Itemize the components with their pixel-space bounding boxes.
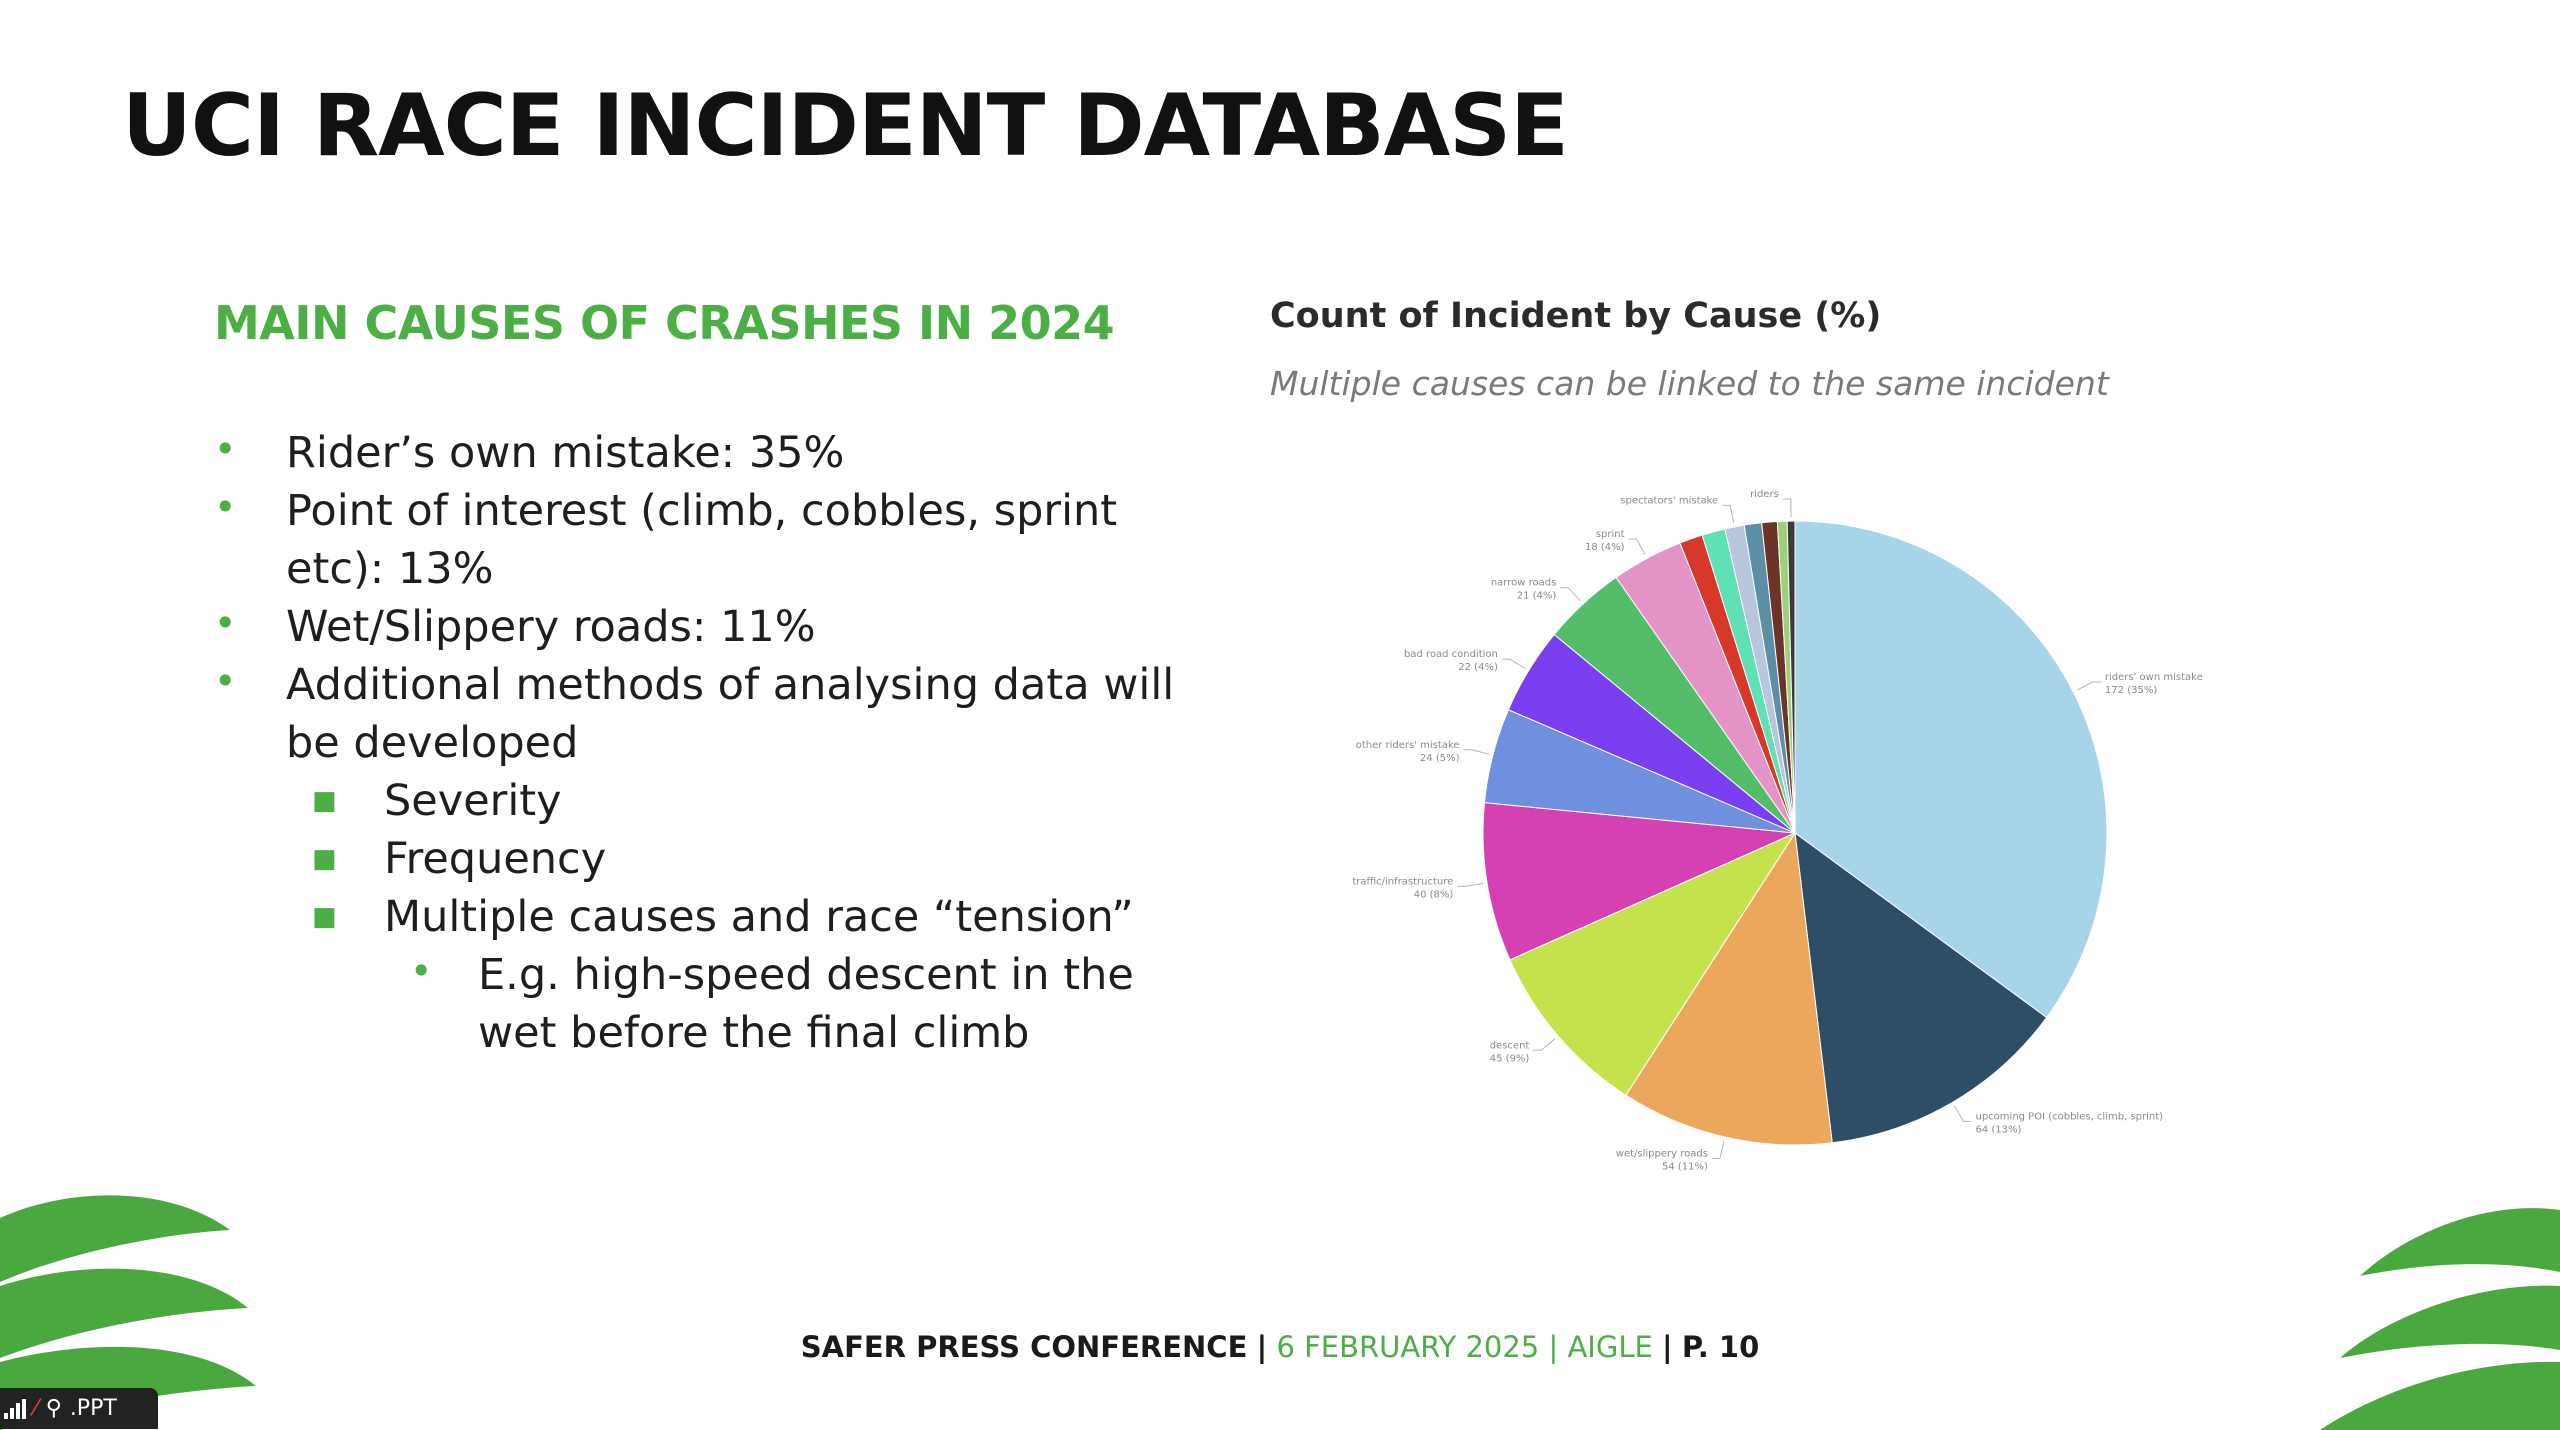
slice-value-label: 24 (5%)	[1420, 753, 1460, 764]
pie-slice	[1794, 831, 2048, 1144]
pie-chart: riders' own mistake 172 (35%) upcoming POI…	[1352, 489, 2203, 1172]
slice-label: other riders' mistake	[1356, 740, 1460, 751]
slice-value-label: 21 (4%)	[1517, 591, 1557, 602]
bullet-item: • Point of interest (climb, cobbles, spri…	[214, 482, 1224, 598]
bullet-item: • Additional methods of analysing data wi…	[214, 656, 1224, 772]
leader-line	[2076, 681, 2101, 691]
bullet-text: E.g. high-speed descent in the wet befor…	[478, 950, 1134, 1058]
leader-line	[1628, 538, 1646, 556]
slice-label: upcoming POI (cobbles, climb, sprint)	[1976, 1111, 2164, 1122]
sub-sub-bullet-item: • E.g. high-speed descent in the wet befo…	[214, 946, 1224, 1062]
slice-label: traffic/infrastructure	[1352, 876, 1453, 887]
bullet-mark: •	[214, 427, 237, 471]
bullet-mark: •	[214, 601, 237, 645]
slice-value-label: 54 (11%)	[1662, 1161, 1708, 1172]
chart-subtitle: Multiple causes can be linked to the sam…	[1270, 364, 2109, 403]
leader-line	[1722, 504, 1735, 524]
footer-date: 6 FEBRUARY 2025	[1276, 1330, 1540, 1364]
slice-value-label: 64 (13%)	[1976, 1124, 2022, 1135]
pie-slice	[1625, 831, 1833, 1146]
leader-line	[1954, 1105, 1972, 1122]
status-chip-label: .PPT	[69, 1396, 117, 1421]
leader-line	[1533, 1038, 1556, 1051]
pin-icon: ⚲	[45, 1396, 62, 1421]
leader-line	[1560, 587, 1581, 602]
bullet-mark: ■	[312, 844, 337, 874]
footer-event: SAFER PRESS CONFERENCE	[800, 1330, 1248, 1364]
bullet-mark: ■	[312, 902, 337, 932]
slice-label: riders' own mistake	[2105, 672, 2203, 683]
slice-label: sprint	[1596, 529, 1625, 540]
leader-line	[1711, 1140, 1725, 1159]
sub-bullet-item: ■ Multiple causes and race “tension”	[214, 888, 1224, 946]
slice-value-label: 22 (4%)	[1458, 662, 1498, 673]
sub-bullet-item: ■ Frequency	[214, 830, 1224, 888]
bullet-mark: ■	[312, 786, 337, 816]
bullet-mark: •	[214, 659, 237, 703]
footer-separator: |	[1662, 1330, 1673, 1364]
slice-label: descent	[1490, 1040, 1530, 1051]
bullet-item: • Wet/Slippery roads: 11%	[214, 598, 1224, 656]
no-mic-icon: ⁄	[34, 1396, 38, 1421]
status-chip[interactable]: ⁄ ⚲ .PPT	[0, 1388, 158, 1429]
footer-separator: |	[1548, 1330, 1559, 1364]
slice-label: narrow roads	[1491, 578, 1556, 589]
bullet-text: Multiple causes and race “tension”	[384, 892, 1134, 942]
leader-line	[1463, 749, 1490, 755]
bullet-text: Severity	[384, 776, 562, 826]
slice-value-label: 18 (4%)	[1585, 542, 1625, 553]
pie-slice	[1794, 520, 2108, 1019]
bullet-item: • Rider’s own mistake: 35%	[214, 424, 1224, 482]
chart-title: Count of Incident by Cause (%)	[1270, 296, 1882, 336]
pie-slice	[1786, 520, 1796, 834]
bullet-text: Frequency	[384, 834, 607, 884]
slice-label: riders	[1750, 489, 1779, 500]
bullet-text: Wet/Slippery roads: 11%	[286, 602, 816, 652]
slice-label: spectators' mistake	[1620, 495, 1718, 506]
section-heading: MAIN CAUSES OF CRASHES IN 2024	[214, 296, 1115, 350]
bullet-mark: •	[410, 949, 433, 993]
slice-label: bad road condition	[1404, 649, 1498, 660]
footer-page: P. 10	[1681, 1330, 1760, 1364]
bullet-text: Rider’s own mistake: 35%	[286, 428, 845, 478]
footer-separator: |	[1256, 1330, 1268, 1364]
bullet-mark: •	[214, 485, 237, 529]
signal-icon	[4, 1398, 26, 1419]
slice-value-label: 172 (35%)	[2105, 685, 2157, 696]
pie-slice	[1482, 802, 1797, 961]
footer-place: AIGLE	[1567, 1330, 1653, 1364]
bullet-list: • Rider’s own mistake: 35% • Point of inte…	[214, 424, 1224, 1062]
slice-value-label: 40 (8%)	[1414, 889, 1454, 900]
sub-bullet-item: ■ Severity	[214, 772, 1224, 830]
leaf-right-icon	[2320, 1208, 2560, 1430]
leader-line	[1457, 883, 1484, 887]
bullet-text: Point of interest (climb, cobbles, sprin…	[286, 486, 1118, 594]
leader-line	[1501, 658, 1526, 669]
leader-line	[1782, 498, 1792, 518]
slice-label: wet/slippery roads	[1616, 1148, 1708, 1159]
footer: SAFER PRESS CONFERENCE | 6 FEBRUARY 2025…	[0, 1330, 2560, 1364]
slide-title: UCI RACE INCIDENT DATABASE	[122, 76, 1569, 176]
pie-slice	[1509, 831, 1797, 1096]
slice-value-label: 45 (9%)	[1490, 1053, 1530, 1064]
bullet-text: Additional methods of analysing data wil…	[286, 660, 1175, 768]
